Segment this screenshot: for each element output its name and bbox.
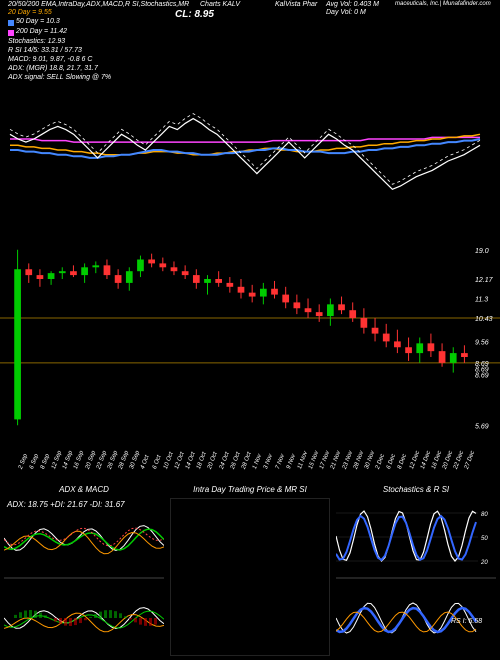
adx-label: ADX: 18.75 +DI: 21.67 -DI: 31.67 [7, 500, 125, 509]
stat-adxsig: ADX signal: SELL Slowing @ 7% [8, 74, 111, 81]
adx-macd-panel: ADX: 18.75 +DI: 21.67 -DI: 31.67 [4, 498, 164, 656]
stoch-title: Stochastics & R SI [336, 485, 496, 494]
x-tick-label: 12 Dec [409, 450, 421, 470]
stat-d200: 200 Day = 11.42 [16, 28, 67, 35]
stat-d20: 20 Day = 9.55 [8, 9, 52, 16]
header-dayvol: Day Vol: 0 M [326, 9, 366, 16]
x-tick-label: 12 Oct [174, 451, 186, 470]
adx-macd-title: ADX & MACD [4, 485, 164, 494]
intra-panel [170, 498, 330, 656]
intra-title: Intra Day Trading Price & MR SI [170, 485, 330, 494]
x-tick-label: 6 Oct [152, 455, 163, 471]
svg-text:11.3: 11.3 [475, 297, 488, 304]
stat-stoch: Stochastics: 12.93 [8, 38, 65, 45]
header-avgvol: Avg Vol: 0.403 M [326, 1, 379, 8]
x-tick-label: 20 Sep [85, 450, 97, 470]
x-tick-label: 2 Sep [18, 453, 29, 470]
ema-chart-panel [0, 85, 500, 215]
header-company: KalVista Phar [275, 1, 317, 8]
x-tick-label: 21 Nov [330, 450, 342, 470]
intra-title-bar: Intra Day Trading Price & MR SI [170, 485, 330, 497]
x-tick-label: 24 Oct [219, 451, 231, 470]
x-tick-label: 10 Oct [163, 451, 175, 470]
x-tick-label: 27 Dec [464, 450, 476, 470]
x-tick-label: 9 Nov [286, 453, 297, 470]
x-tick-label: 8 Sep [40, 453, 51, 470]
candle-chart-panel: 19.012.1711.310.439.568.698.698.695.69 [0, 235, 500, 450]
d50-swatch [8, 20, 14, 26]
svg-text:8.69: 8.69 [475, 373, 489, 380]
x-axis-labels: 2 Sep6 Sep8 Sep12 Sep14 Sep16 Sep20 Sep2… [0, 450, 500, 480]
svg-text:50: 50 [481, 536, 488, 542]
x-tick-label: 26 Oct [230, 451, 242, 470]
stat-adx: ADX: (MGR) 18.8, 21.7, 31.7 [8, 65, 98, 72]
svg-text:80: 80 [481, 512, 488, 518]
x-tick-label: 20 Oct [207, 451, 219, 470]
svg-text:RS I: 5.58: RS I: 5.58 [451, 618, 482, 625]
header-site: maceuticals, Inc.| Munafafinder.com [395, 1, 491, 7]
svg-text:19.0: 19.0 [475, 248, 489, 255]
svg-text:20: 20 [480, 560, 488, 566]
d200-swatch [8, 30, 14, 36]
header-line1: 20/50/200 EMA,IntraDay,ADX,MACD,R SI,Sto… [8, 1, 189, 8]
x-tick-label: 3 Nov [263, 453, 274, 470]
candle-chart-svg: 19.012.1711.310.439.568.698.698.695.69 [0, 235, 500, 450]
x-tick-label: 6 Sep [29, 453, 40, 470]
x-tick-label: 1 Nov [252, 453, 263, 470]
x-tick-label: 23 Nov [342, 450, 354, 470]
stoch-svg: 80 50 20 RS I: 5.58 [336, 498, 496, 656]
adx-macd-title-bar: ADX & MACD [4, 485, 164, 497]
stoch-title-bar: Stochastics & R SI [336, 485, 496, 497]
x-tick-label: 7 Nov [275, 453, 286, 470]
svg-text:12.17: 12.17 [475, 277, 494, 284]
svg-text:10.43: 10.43 [475, 316, 493, 323]
intra-svg [171, 499, 331, 657]
ema-chart-svg [0, 85, 500, 215]
adx-macd-svg [4, 498, 164, 656]
stoch-panel: 80 50 20 RS I: 5.58 [336, 498, 496, 656]
header-cl: CL: 8.95 [175, 9, 214, 20]
stat-d50: 50 Day = 10.3 [16, 18, 60, 25]
x-tick-label: 16 Sep [73, 450, 85, 470]
header-charts: Charts KALV [200, 1, 240, 8]
stat-macd: MACD: 9.01, 9.87, -0.8 6 C [8, 56, 92, 63]
svg-text:9.56: 9.56 [475, 339, 489, 346]
x-tick-label: 6 Dec [386, 453, 397, 470]
x-tick-label: 2 Dec [375, 453, 386, 470]
x-tick-label: 4 Oct [140, 455, 151, 471]
stat-rsi: R SI 14/5: 33.31 / 57.73 [8, 47, 82, 54]
x-tick-label: 8 Dec [397, 453, 408, 470]
svg-text:5.69: 5.69 [475, 423, 489, 430]
